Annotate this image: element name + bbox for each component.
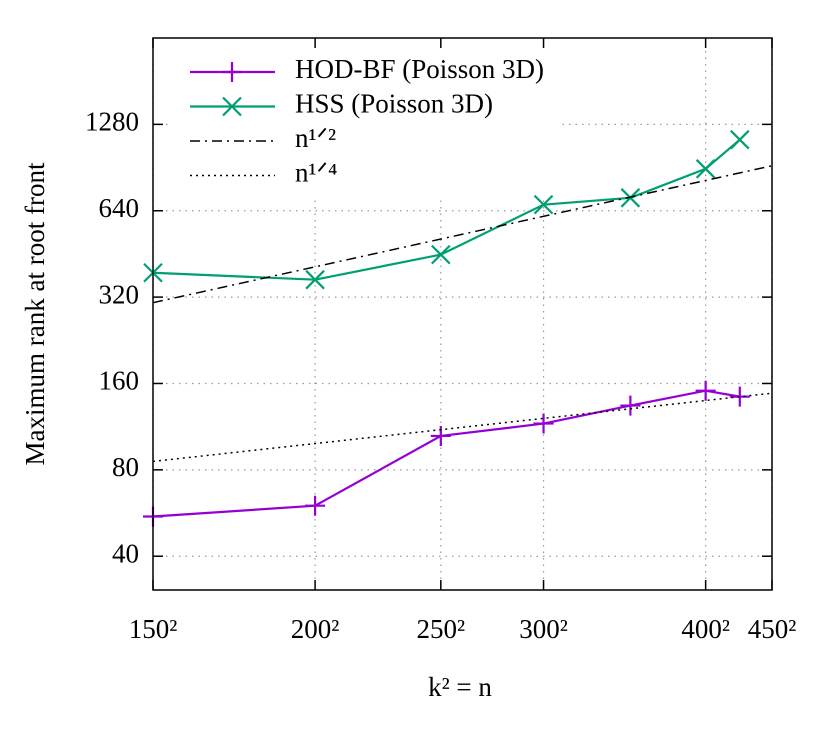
x-tick-label: 450² [748,614,797,644]
data-point [305,495,326,516]
data-point [695,380,716,401]
legend-marker [222,62,242,82]
x-tick-label: 200² [291,614,340,644]
y-axis-label: Maximum rank at root front [20,162,50,465]
y-tick-label: 1280 [85,107,139,137]
x-tick-label: 300² [519,614,568,644]
series-line [152,389,740,518]
data-point [533,413,554,434]
y-tick-label: 160 [99,366,140,396]
data-point [695,159,716,179]
legend-marker [222,96,242,117]
data-point [729,386,750,407]
x-tick-label: 400² [681,614,730,644]
series-line [152,165,773,304]
plot-frame [152,37,773,591]
data-point [730,129,750,150]
legend-label: n¹ᐟ⁴ [295,158,337,188]
legend-label: HSS (Poisson 3D) [295,89,493,119]
series-line [152,392,773,463]
x-tick-label: 250² [417,614,466,644]
y-tick-label: 40 [112,538,139,568]
data-point [620,395,641,416]
legend-label: HOD-BF (Poisson 3D) [295,54,544,84]
x-axis-label: k² = n [428,672,492,702]
data-point [431,244,451,265]
x-tick-label: 150² [129,614,178,644]
y-tick-label: 80 [112,452,139,482]
data-point [533,194,554,215]
data-point [305,269,325,290]
y-tick-label: 640 [99,193,140,223]
legend-box [170,50,560,198]
y-tick-label: 320 [99,279,140,309]
legend-label: n¹ᐟ² [295,123,336,153]
